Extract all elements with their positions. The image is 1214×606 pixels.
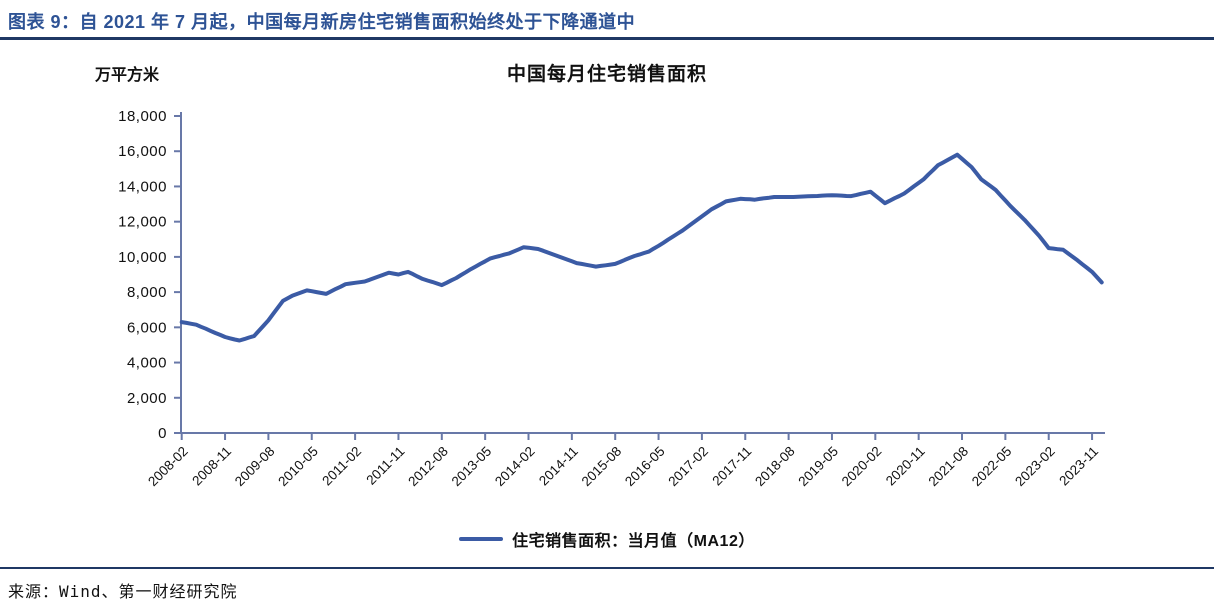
x-tick-label: 2016-05 (622, 444, 668, 490)
footer-divider (0, 567, 1214, 569)
legend-label: 住宅销售面积：当月值（MA12） (512, 533, 755, 550)
x-tick-label: 2017-02 (665, 444, 711, 490)
x-tick-label: 2008-02 (145, 444, 191, 490)
source-text: 来源：Wind、第一财经研究院 (8, 582, 238, 601)
y-tick-label: 2,000 (127, 390, 167, 407)
y-tick-label: 18,000 (118, 108, 167, 125)
x-tick-label: 2013-05 (449, 444, 495, 490)
y-tick-label: 0 (158, 425, 167, 442)
x-tick-label: 2015-08 (579, 444, 625, 490)
x-tick-label: 2008-11 (189, 444, 234, 489)
y-axis-unit-label: 万平方米 (95, 67, 160, 84)
figure-title: 图表 9：自 2021 年 7 月起，中国每月新房住宅销售面积始终处于下降通道中 (8, 12, 636, 32)
x-tick-label: 2018-08 (752, 444, 798, 490)
x-tick-label: 2020-02 (839, 444, 885, 490)
x-tick-label: 2009-08 (232, 444, 278, 490)
line-chart: 0 2,000 4,000 6,000 8,000 10,000 12,000 14,000 1… (118, 108, 1105, 490)
y-tick-label: 12,000 (118, 214, 167, 231)
x-tick-label: 2014-02 (492, 444, 538, 490)
x-tick-label: 2019-05 (795, 444, 841, 490)
legend-line-swatch (459, 537, 504, 541)
x-tick-label: 2022-05 (969, 444, 1015, 490)
chart-title: 中国每月住宅销售面积 (506, 64, 707, 85)
x-tick-label: 2023-02 (1012, 444, 1058, 490)
x-tick-label: 2011-11 (363, 444, 407, 488)
series-line (179, 152, 1104, 343)
y-tick-label: 16,000 (118, 143, 167, 160)
y-tick-label: 6,000 (127, 319, 167, 336)
x-tick-label: 2023-11 (1056, 444, 1101, 489)
y-tick-label: 8,000 (127, 284, 167, 301)
x-tick-label: 2021-08 (925, 444, 971, 490)
y-tick-label: 10,000 (118, 249, 167, 266)
x-tick-label: 2020-11 (883, 444, 928, 489)
x-tick-label: 2014-11 (536, 444, 581, 489)
x-tick-label: 2012-08 (405, 444, 451, 490)
x-tick-label: 2011-02 (319, 444, 364, 489)
chart-legend: 住宅销售面积：当月值（MA12） (0, 527, 1214, 551)
x-tick-label: 2017-11 (709, 444, 754, 489)
y-tick-label: 14,000 (118, 178, 167, 195)
title-divider (0, 37, 1214, 40)
x-tick-label: 2010-05 (275, 444, 321, 490)
y-tick-label: 4,000 (127, 355, 167, 372)
